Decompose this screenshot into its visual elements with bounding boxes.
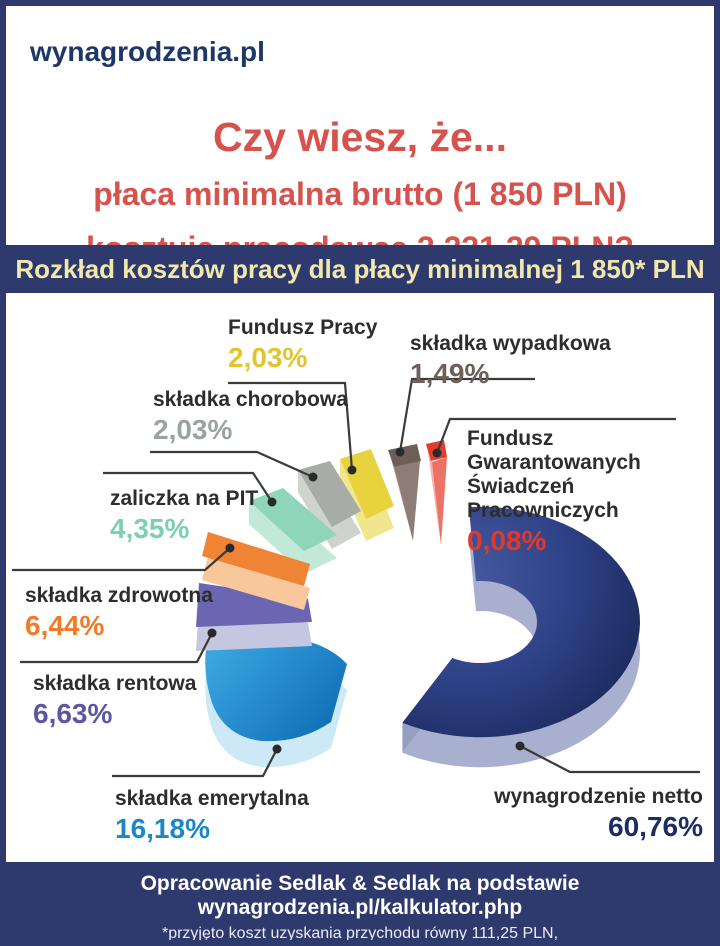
segment-name: składka zdrowotna bbox=[25, 584, 213, 607]
footer: Opracowanie Sedlak & Sedlak na podstawie… bbox=[6, 862, 714, 940]
segment-value: 1,49% bbox=[410, 358, 490, 389]
leader-line-emerytalna bbox=[112, 748, 278, 778]
segment-value: 6,63% bbox=[33, 698, 113, 729]
pie-slice-emerytalna[interactable] bbox=[205, 640, 347, 768]
leader-line-fgsp bbox=[435, 417, 676, 454]
leader-dot-fp bbox=[347, 465, 357, 475]
pie-slice-netto[interactable] bbox=[402, 506, 640, 768]
leader-line-fp bbox=[228, 381, 354, 471]
label-skladka-zdrowotna: składka zdrowotna 6,44% bbox=[25, 584, 213, 641]
leader-dot-rentowa bbox=[207, 628, 217, 638]
label-skladka-wypadkowa: składka wypadkowa 1,49% bbox=[410, 332, 611, 389]
segment-value: 2,03% bbox=[153, 414, 233, 445]
label-skladka-rentowa: składka rentowa 6,63% bbox=[33, 672, 196, 729]
leader-dot-zdrowotna bbox=[225, 543, 235, 553]
chart-title-banner: Rozkład kosztów pracy dla płacy minimaln… bbox=[6, 245, 714, 293]
leader-line-netto bbox=[519, 745, 700, 774]
label-fundusz-pracy: Fundusz Pracy 2,03% bbox=[228, 316, 377, 373]
footer-credit: Opracowanie Sedlak & Sedlak na podstawie… bbox=[140, 872, 580, 919]
segment-name: składka chorobowa bbox=[153, 388, 348, 411]
leader-line-chorobowa bbox=[150, 450, 314, 479]
headline-line2: płaca minimalna brutto (1 850 PLN) bbox=[93, 176, 627, 212]
pie-slice-rentowa[interactable] bbox=[196, 583, 312, 651]
segment-name: wynagrodzenie netto bbox=[494, 785, 703, 808]
segment-name: składka rentowa bbox=[33, 672, 197, 695]
label-fgsp: Fundusz Gwarantowanych Świadczeń Pracown… bbox=[467, 427, 685, 556]
leader-line-zdrowotna bbox=[12, 547, 231, 572]
label-skladka-emerytalna: składka emerytalna 16,18% bbox=[115, 787, 309, 844]
segment-name: zaliczka na PIT bbox=[110, 487, 259, 510]
label-skladka-chorobowa: składka chorobowa 2,03% bbox=[153, 388, 348, 445]
cost-structure-pie-chart bbox=[12, 377, 700, 778]
segment-value: 2,03% bbox=[228, 342, 308, 373]
headline-line1: Czy wiesz, że... bbox=[213, 114, 507, 160]
segment-name: składka wypadkowa bbox=[410, 332, 611, 355]
leader-line-rentowa bbox=[20, 632, 213, 664]
leader-dot-fgsp bbox=[432, 448, 442, 458]
segment-name: Fundusz Pracy bbox=[228, 316, 378, 339]
leader-dot-chorobowa bbox=[308, 472, 318, 482]
segment-value: 6,44% bbox=[25, 610, 105, 641]
segment-value: 16,18% bbox=[115, 813, 210, 844]
label-wynagrodzenie-netto: wynagrodzenie netto 60,76% bbox=[494, 785, 703, 842]
leader-dot-emerytalna bbox=[272, 744, 282, 754]
segment-name: Fundusz Gwarantowanych Świadczeń Pracown… bbox=[467, 427, 641, 522]
leader-line-wypadkowa bbox=[398, 377, 535, 453]
leader-line-pit bbox=[103, 471, 273, 503]
label-zaliczka-na-pit: zaliczka na PIT 4,35% bbox=[110, 487, 258, 544]
segment-value: 60,76% bbox=[608, 811, 703, 842]
site-logo[interactable]: wynagrodzenia.pl bbox=[30, 36, 265, 67]
segment-value: 4,35% bbox=[110, 513, 190, 544]
segment-name: składka emerytalna bbox=[115, 787, 309, 810]
leader-dot-wypadkowa bbox=[395, 447, 405, 457]
leader-dot-pit bbox=[267, 497, 277, 507]
leader-dot-netto bbox=[515, 741, 525, 751]
segment-value: 0,08% bbox=[467, 525, 547, 556]
footer-note-line1: *przyjęto koszt uzyskania przychodu równ… bbox=[161, 925, 559, 942]
